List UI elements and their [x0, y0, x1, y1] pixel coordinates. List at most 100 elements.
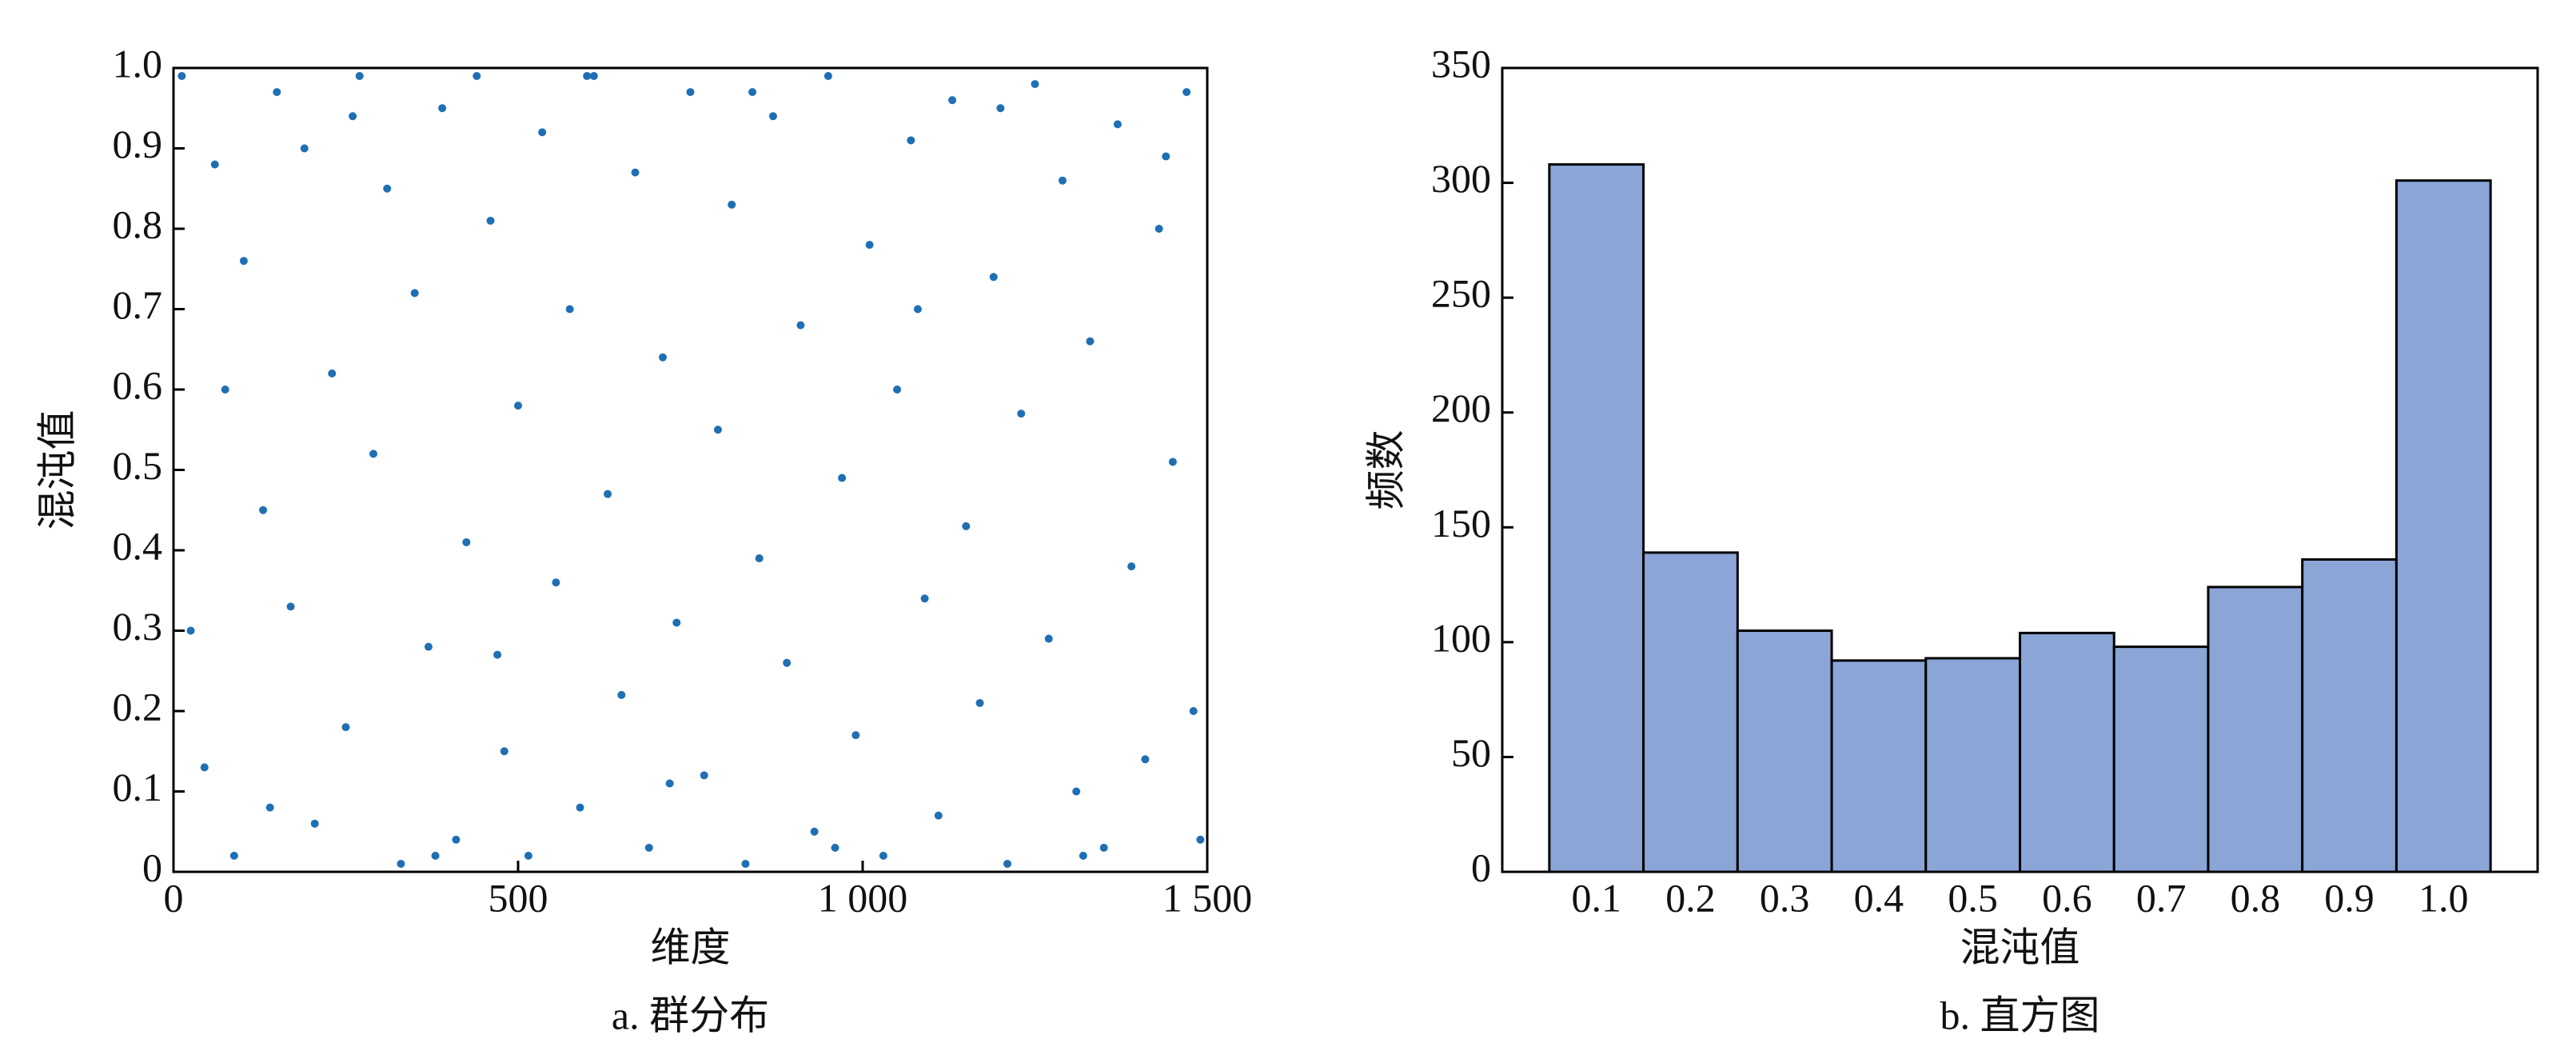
- point: [1168, 458, 1177, 466]
- y-tick-label: 0.5: [113, 443, 163, 488]
- x-tick-label: 1.0: [2418, 875, 2469, 920]
- point: [369, 450, 377, 458]
- point: [948, 96, 957, 105]
- point: [341, 723, 350, 732]
- y-tick-label: 150: [1431, 501, 1491, 545]
- bar: [2301, 557, 2398, 873]
- y-tick-label: 100: [1431, 615, 1491, 660]
- point: [239, 257, 248, 266]
- bar: [1924, 657, 2021, 873]
- plot-frame: [1501, 66, 2539, 873]
- bar: [1736, 629, 1833, 873]
- x-tick-label: 1 000: [818, 875, 908, 920]
- x-tick-label: 0.7: [2136, 875, 2187, 920]
- x-tick-label: 0.5: [1948, 875, 1998, 920]
- bar: [2395, 179, 2492, 873]
- point: [1072, 787, 1081, 796]
- point: [177, 72, 186, 81]
- point: [473, 72, 481, 81]
- point: [486, 216, 495, 225]
- x-tick-label: 0.4: [1854, 875, 1904, 920]
- point: [328, 369, 337, 378]
- bar: [2019, 631, 2115, 873]
- point: [1086, 337, 1095, 346]
- point: [728, 200, 736, 209]
- point: [831, 843, 839, 852]
- bar: [1642, 551, 1739, 873]
- x-axis-label: 混沌值: [1960, 925, 2080, 969]
- bar: [2112, 645, 2210, 873]
- point: [259, 506, 268, 514]
- point: [659, 353, 668, 362]
- point: [989, 273, 998, 282]
- x-tick-label: 0.1: [1571, 875, 1621, 920]
- point: [186, 626, 195, 635]
- point: [310, 819, 319, 828]
- y-tick-label: 50: [1451, 730, 1491, 775]
- point: [397, 859, 405, 868]
- point: [644, 843, 653, 852]
- y-tick-label: 0.7: [113, 282, 163, 327]
- point: [1058, 176, 1067, 185]
- point: [273, 88, 281, 97]
- y-tick-label: 0.3: [113, 604, 163, 649]
- point: [1196, 835, 1205, 844]
- point: [1017, 410, 1026, 418]
- point: [920, 594, 929, 603]
- y-tick-label: 0.2: [113, 684, 163, 729]
- point: [907, 136, 915, 145]
- x-tick-label: 0: [164, 875, 184, 920]
- point: [851, 731, 860, 740]
- point: [1162, 152, 1170, 161]
- point: [741, 859, 750, 868]
- point: [286, 602, 295, 611]
- point: [1182, 88, 1191, 97]
- bar: [1548, 163, 1645, 873]
- point: [349, 112, 357, 121]
- point: [355, 72, 364, 81]
- point: [1031, 80, 1039, 89]
- point: [410, 289, 419, 298]
- point: [1113, 120, 1122, 129]
- point: [431, 851, 440, 860]
- point: [617, 690, 626, 699]
- y-tick-label: 0.1: [113, 765, 163, 809]
- point: [975, 698, 984, 707]
- point: [893, 386, 902, 394]
- bar: [1830, 659, 1928, 873]
- caption: a. 群分布: [612, 993, 769, 1037]
- point: [962, 522, 971, 530]
- point: [672, 618, 681, 627]
- x-tick-label: 0.9: [2324, 875, 2375, 920]
- caption: b. 直方图: [1940, 993, 2100, 1037]
- point: [755, 554, 764, 563]
- point: [934, 811, 943, 820]
- point: [383, 184, 392, 193]
- y-tick-label: 0: [142, 845, 162, 889]
- point: [583, 72, 592, 81]
- point: [686, 88, 695, 97]
- point: [810, 827, 819, 836]
- point: [700, 771, 708, 780]
- y-tick-label: 0.4: [113, 523, 163, 568]
- point: [538, 128, 547, 137]
- point: [1003, 859, 1012, 868]
- y-tick-label: 0.8: [113, 202, 163, 246]
- y-tick-label: 250: [1431, 271, 1491, 316]
- point: [200, 763, 209, 772]
- point: [1127, 562, 1136, 571]
- point: [589, 72, 598, 81]
- y-tick-label: 0.6: [113, 362, 163, 407]
- point: [265, 803, 274, 812]
- y-tick-label: 300: [1431, 156, 1491, 201]
- point: [1044, 634, 1053, 643]
- x-axis-label: 维度: [651, 925, 731, 969]
- point: [210, 160, 219, 169]
- x-tick-label: 0.2: [1665, 875, 1716, 920]
- point: [565, 305, 574, 314]
- point: [879, 851, 887, 860]
- point: [665, 779, 674, 788]
- y-tick-label: 0.9: [113, 122, 163, 166]
- x-tick-label: 500: [488, 875, 548, 920]
